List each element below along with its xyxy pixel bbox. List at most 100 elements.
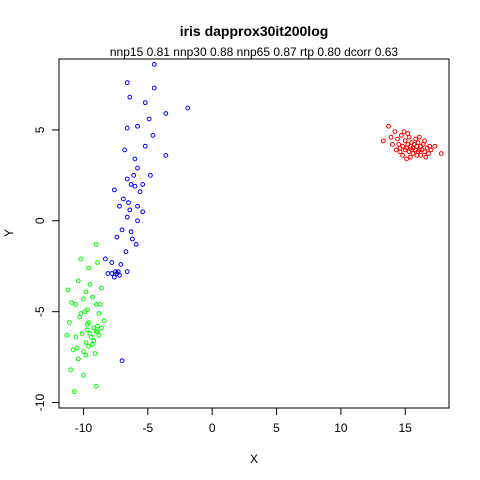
data-point <box>81 372 86 378</box>
data-point <box>142 100 148 106</box>
y-tick-label: 5 <box>33 126 47 133</box>
data-point <box>163 111 169 116</box>
data-point <box>414 152 420 158</box>
data-point <box>127 207 133 213</box>
data-point <box>87 331 93 336</box>
y-axis-label: Y <box>2 229 16 237</box>
data-point <box>81 296 86 302</box>
data-point <box>393 147 399 153</box>
data-point <box>131 172 137 178</box>
data-point <box>413 136 418 142</box>
data-point <box>388 134 394 140</box>
data-point <box>404 156 409 162</box>
data-point <box>95 323 101 329</box>
data-point <box>415 140 421 146</box>
data-point <box>163 152 169 158</box>
data-point <box>65 287 71 293</box>
chart-subtitle: nnp15 0.81 nnp30 0.88 nnp65 0.87 rtp 0.8… <box>110 45 399 59</box>
data-point <box>78 256 84 262</box>
data-point <box>146 116 152 122</box>
data-point <box>101 318 107 324</box>
x-axis-label: X <box>250 452 258 466</box>
data-point <box>75 278 81 284</box>
x-tick-label: 5 <box>273 421 280 435</box>
data-point <box>147 172 153 178</box>
data-point <box>105 271 111 276</box>
data-point <box>93 301 99 307</box>
data-point <box>117 203 122 209</box>
data-point <box>135 203 140 209</box>
data-point <box>397 145 403 151</box>
data-point <box>423 154 429 160</box>
data-point <box>438 151 444 156</box>
data-point <box>124 214 130 220</box>
data-point <box>68 367 73 373</box>
y-tick-label: -10 <box>33 394 47 412</box>
data-point <box>87 281 93 287</box>
data-point <box>83 352 89 358</box>
series-1 <box>102 62 191 364</box>
data-point <box>398 132 404 138</box>
data-point <box>99 285 104 291</box>
data-point <box>96 311 102 316</box>
data-point <box>84 327 90 333</box>
data-point <box>93 383 99 389</box>
points-layer <box>64 62 444 395</box>
data-point <box>73 301 79 307</box>
data-point <box>133 242 139 247</box>
data-point <box>124 80 130 86</box>
data-point <box>123 249 129 255</box>
data-point <box>407 154 413 160</box>
data-point <box>83 340 89 345</box>
data-point <box>401 129 407 135</box>
x-axis: -10 -5 0 5 10 15 <box>75 407 413 435</box>
data-point <box>380 138 386 144</box>
data-point <box>78 311 84 316</box>
data-point <box>69 300 75 305</box>
data-point <box>119 358 125 364</box>
data-point <box>73 334 79 340</box>
data-point <box>151 85 157 91</box>
data-point <box>113 269 119 275</box>
data-point <box>86 265 92 271</box>
data-point <box>400 152 406 158</box>
data-point <box>185 105 191 111</box>
x-tick-label: 15 <box>399 421 413 435</box>
y-tick-label: -5 <box>33 306 47 317</box>
data-point <box>92 351 98 356</box>
data-point <box>142 143 148 149</box>
data-point <box>418 152 424 158</box>
series-2 <box>64 242 107 395</box>
data-point <box>111 187 117 193</box>
data-point <box>114 234 120 240</box>
data-point <box>83 289 89 295</box>
data-point <box>432 143 438 149</box>
data-point <box>82 309 88 315</box>
x-tick-label: 0 <box>209 421 216 435</box>
data-point <box>74 345 80 351</box>
plot-frame <box>58 58 450 409</box>
data-point <box>97 301 103 307</box>
data-point <box>117 272 122 278</box>
data-point <box>118 262 124 267</box>
data-point <box>122 147 128 153</box>
data-point <box>135 123 140 129</box>
data-point <box>132 156 138 162</box>
y-axis: -10 -5 0 5 <box>33 126 60 412</box>
series-0 <box>380 123 444 162</box>
data-point <box>93 242 99 247</box>
data-point <box>128 182 134 187</box>
data-point <box>120 196 126 202</box>
data-point <box>79 331 85 336</box>
data-point <box>124 176 130 182</box>
data-point <box>416 134 422 140</box>
y-tick-label: 0 <box>33 217 47 224</box>
data-point <box>70 347 76 353</box>
data-point <box>386 123 391 129</box>
data-point <box>140 182 146 187</box>
data-point <box>127 94 133 100</box>
data-point <box>64 332 70 338</box>
data-point <box>66 320 72 325</box>
data-point <box>428 147 434 153</box>
data-point <box>124 125 130 131</box>
